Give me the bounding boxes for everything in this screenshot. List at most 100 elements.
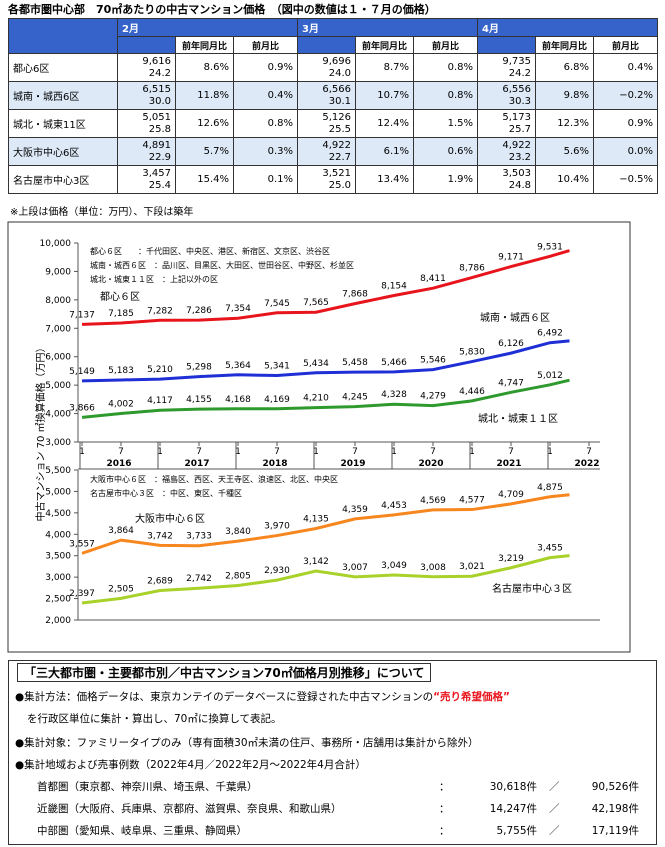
- y-tick-label: 10,000: [40, 239, 72, 249]
- area-note: 城南・城西６区 ：品川区、目黒区、大田区、世田谷区、中野区、杉並区: [90, 260, 354, 270]
- total-count: 90,526件: [591, 781, 639, 793]
- mom: −0.5%: [593, 165, 658, 194]
- value-label: 7,565: [303, 298, 329, 308]
- table-row: 城北・城東11区 5,051 25.8 12.6% 0.8% 5,126 25.5 12.4%…: [8, 109, 658, 138]
- value-label: 4,328: [381, 390, 407, 400]
- price-subheader: [117, 36, 176, 54]
- y-tick-label: 7,000: [45, 324, 71, 334]
- table-row: 都心6区 9,616 24.2 8.6% 0.9% 9,696 24.0 8.7% 0.8% 9,…: [8, 53, 658, 82]
- price-cell: 4,922 23.2: [477, 137, 536, 166]
- colon: ：: [439, 781, 450, 793]
- slash: ／: [549, 781, 560, 793]
- price-cell: 5,051 25.8: [117, 109, 176, 138]
- yoy: 10.4%: [535, 165, 594, 194]
- x-tick-label: 7: [352, 447, 358, 457]
- value-label: 3,970: [264, 522, 290, 532]
- value-label: 8,154: [381, 281, 407, 291]
- chart: 3,000 4,000 5,000 6,000 7,000 8,000 9,000 10,00…: [7, 221, 631, 653]
- price-cell: 3,521 25.0: [297, 165, 356, 194]
- age: 24.2: [508, 67, 531, 79]
- price-cell: 5,173 25.7: [477, 109, 536, 138]
- price: 5,126: [322, 111, 351, 123]
- age: 25.7: [508, 123, 531, 135]
- area-note: 城北・城東１１区 ：上記以外の区: [90, 274, 218, 284]
- age: 22.7: [328, 151, 351, 163]
- mom: 0.1%: [233, 165, 298, 194]
- area-line: ●集計地域および売事例数（2022年4月／2022年2月～2022年4月合計）: [15, 759, 366, 771]
- price: 3,521: [322, 167, 351, 179]
- price-cell: 6,515 30.0: [117, 81, 176, 110]
- y-tick-label: 5,000: [45, 487, 71, 497]
- value-label: 4,453: [381, 501, 407, 511]
- series-label: 大阪市中心６区: [135, 512, 205, 525]
- value-label: 3,840: [225, 527, 251, 537]
- value-label: 3,142: [303, 557, 329, 567]
- series-label: 都心６区: [100, 291, 140, 303]
- age: 22.9: [148, 151, 171, 163]
- mom: 0.4%: [593, 53, 658, 82]
- y-tick-label: 9,000: [45, 267, 71, 277]
- age: 23.2: [508, 151, 531, 163]
- price-table: 2月 3月 4月 前年同月比 前月比 前年同月比 前月比 前年同月比 前月比 都心6区 9,616 2…: [8, 18, 658, 194]
- price: 4,922: [322, 139, 351, 151]
- value-label: 3,021: [459, 562, 485, 572]
- mom: 0.6%: [413, 137, 478, 166]
- y-tick-label: 2,500: [45, 595, 71, 605]
- year-label: 2020: [418, 459, 443, 469]
- area-note: 大阪市中心６区 ：福島区、西区、天王寺区、浪速区、北区、中央区: [90, 474, 338, 484]
- value-label: 5,434: [303, 359, 329, 369]
- value-label: 9,531: [537, 242, 563, 252]
- x-tick-label: 1: [313, 447, 319, 457]
- value-label: 4,117: [147, 396, 173, 406]
- yoy: 12.3%: [535, 109, 594, 138]
- value-label: 4,709: [498, 490, 524, 500]
- about-heading: 「三大都市圏・主要都市別／中古マンション70㎡価格月別推移」について: [17, 663, 432, 682]
- x-tick-label: 7: [118, 447, 124, 457]
- price-cell: 4,922 22.7: [297, 137, 356, 166]
- yoy: 5.6%: [535, 137, 594, 166]
- colon: ：: [439, 825, 450, 837]
- value-label: 2,397: [69, 589, 95, 599]
- value-label: 6,126: [498, 339, 524, 349]
- age: 24.2: [148, 67, 171, 79]
- price: 5,051: [142, 111, 171, 123]
- y-tick-label: 5,500: [45, 466, 71, 476]
- value-label: 3,557: [69, 539, 95, 549]
- yoy: 12.6%: [175, 109, 234, 138]
- value-label: 5,341: [264, 361, 290, 371]
- year-label: 2018: [262, 459, 287, 469]
- value-label: 7,137: [69, 310, 95, 320]
- x-tick-label: 1: [235, 447, 241, 457]
- value-label: 7,545: [264, 299, 290, 309]
- table-row: 大阪市中心6区 4,891 22.9 5.7% 0.3% 4,922 22.7 6.1% 0.6…: [8, 137, 658, 166]
- price: 3,457: [142, 167, 171, 179]
- age: 25.8: [148, 123, 171, 135]
- table-note: ※上段は価格（単位：万円）、下段は築年: [10, 207, 194, 218]
- value-label: 4,279: [420, 392, 446, 402]
- x-tick-label: 7: [508, 447, 514, 457]
- y-tick-label: 8,000: [45, 296, 71, 306]
- value-label: 8,786: [459, 264, 485, 274]
- value-label: 2,742: [186, 574, 212, 584]
- value-label: 4,577: [459, 496, 485, 506]
- slash: ／: [549, 803, 560, 815]
- series-line: [81, 378, 570, 419]
- month-count: 30,618件: [489, 781, 537, 793]
- price: 4,922: [502, 139, 531, 151]
- price: 9,696: [322, 55, 351, 67]
- price: 9,616: [142, 55, 171, 67]
- value-label: 8,411: [420, 274, 446, 284]
- y-tick-label: 4,000: [45, 410, 71, 420]
- value-label: 2,805: [225, 572, 251, 582]
- y-axis-label: 中古マンション 70 ㎡換算価格（万円）: [34, 342, 47, 521]
- y-tick-label: 3,000: [45, 573, 71, 583]
- x-tick-label: 1: [157, 447, 163, 457]
- value-label: 7,286: [186, 306, 212, 316]
- value-label: 3,864: [108, 526, 134, 536]
- value-label: 5,546: [420, 356, 446, 366]
- series-line: [81, 249, 570, 326]
- value-label: 2,505: [108, 584, 134, 594]
- price: 6,566: [322, 83, 351, 95]
- yoy: 6.8%: [535, 53, 594, 82]
- y-tick-label: 4,500: [45, 509, 71, 519]
